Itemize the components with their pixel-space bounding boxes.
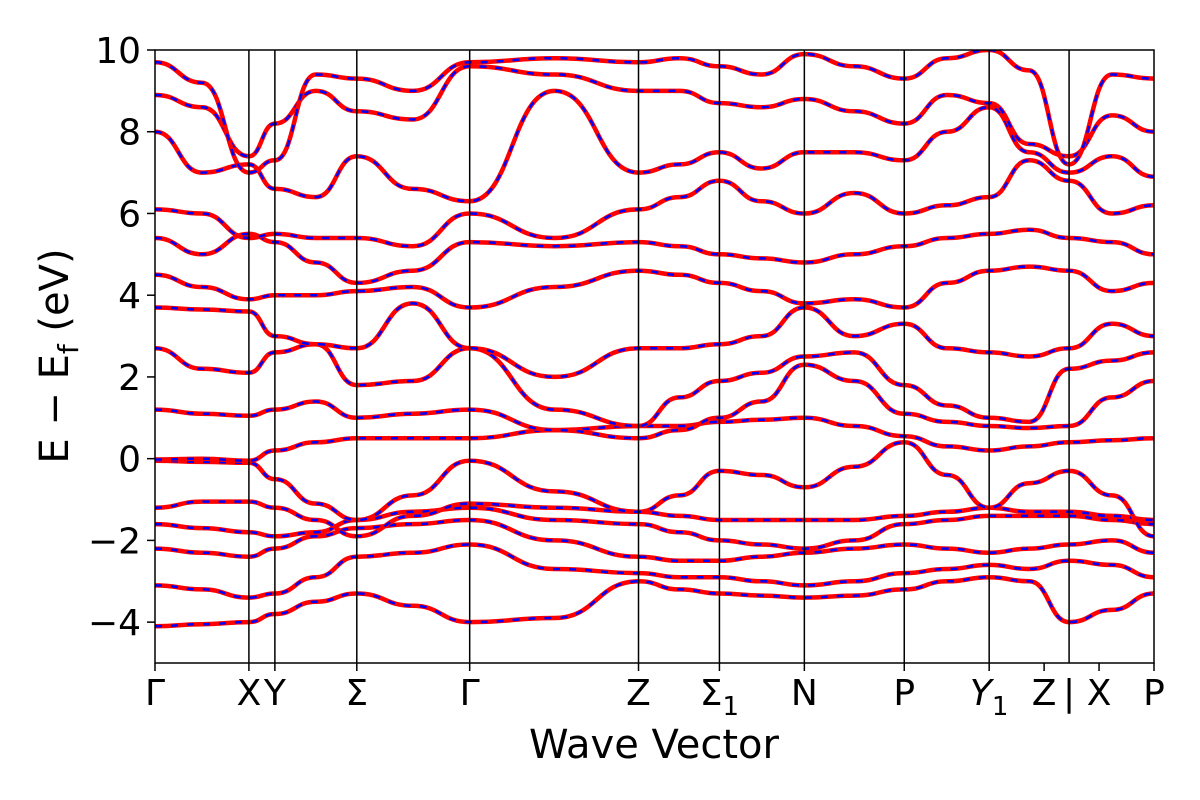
- x-axis-ticks: Γ X Y Σ Γ Z Σ1 N P Y1 Z | X P: [145, 663, 1165, 722]
- x-tick-label-1: Γ: [145, 673, 165, 714]
- band-1-dashed: [155, 575, 1154, 628]
- band-16-solid: [155, 50, 1154, 175]
- x-tick-label-13: X: [1087, 673, 1112, 714]
- band-2-dashed: [155, 543, 1154, 599]
- y-tick-label-2: −2: [88, 521, 141, 562]
- y-tick-label-1: −4: [88, 603, 141, 644]
- segment-break-lines: [248, 50, 1070, 663]
- x-tick-label-8: N: [791, 673, 818, 714]
- band-9-dashed: [155, 342, 1154, 428]
- x-tick-label-4: Σ: [345, 673, 368, 714]
- band-11-dashed: [155, 265, 1154, 309]
- band-13-dashed: [155, 159, 1154, 248]
- x-tick-label-9: P: [893, 673, 915, 714]
- x-tick-label-5: Γ: [460, 673, 480, 714]
- band-4-dashed: [155, 506, 1154, 550]
- band-10-dashed: [155, 302, 1154, 379]
- y-axis-ticks: −4 −2 0 2 4 6 8 10: [88, 31, 155, 644]
- y-axis-label-sub: f: [52, 343, 85, 354]
- y-tick-label-5: 4: [118, 276, 141, 317]
- x-tick-label-14: P: [1143, 673, 1165, 714]
- x-tick-label-6: Z: [626, 673, 651, 714]
- y-axis-label: E − Ef (eV): [32, 248, 85, 463]
- band-5-dashed: [155, 500, 1154, 538]
- y-tick-label-3: 0: [118, 440, 141, 481]
- band-7-dashed: [155, 416, 1154, 462]
- band-8-dashed: [155, 363, 1154, 440]
- band-12-solid: [155, 227, 1154, 286]
- x-axis-label: Wave Vector: [529, 722, 780, 768]
- y-tick-label-6: 6: [118, 194, 141, 235]
- x-tick-label-2: X: [237, 673, 262, 714]
- x-tick-label-3: Y: [263, 673, 287, 714]
- band-6-dashed: [155, 441, 1154, 538]
- band-14-dashed: [155, 89, 1154, 203]
- bands-layer: [155, 50, 1154, 629]
- y-axis-label-unit: (eV): [32, 248, 78, 344]
- y-tick-label-4: 2: [118, 358, 141, 399]
- y-tick-label-8: 10: [95, 31, 141, 72]
- plot-frame: [154, 49, 1155, 664]
- x-tick-label-7: Σ1: [700, 673, 739, 722]
- plot-background: [155, 50, 1154, 663]
- y-axis-label-main: E − E: [32, 354, 78, 464]
- y-tick-label-7: 8: [118, 113, 141, 154]
- band-3-dashed: [155, 518, 1154, 563]
- x-tick-label-10: Y1: [970, 673, 1009, 722]
- x-tick-label-11: Z: [1032, 673, 1057, 714]
- x-tick-label-12: |: [1063, 673, 1075, 714]
